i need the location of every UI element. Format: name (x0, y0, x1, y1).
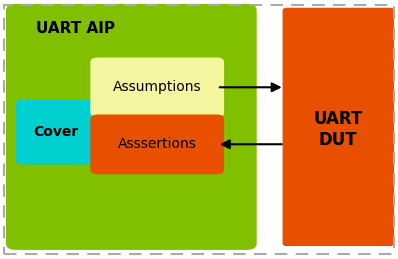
FancyBboxPatch shape (283, 8, 394, 246)
Text: Assumptions: Assumptions (113, 80, 201, 94)
Text: UART
DUT: UART DUT (314, 110, 363, 149)
Text: UART AIP: UART AIP (36, 21, 115, 36)
FancyBboxPatch shape (6, 4, 257, 250)
FancyBboxPatch shape (90, 114, 224, 174)
Text: Cover: Cover (33, 125, 78, 139)
FancyBboxPatch shape (90, 57, 224, 117)
FancyBboxPatch shape (16, 100, 96, 164)
Text: Asssertions: Asssertions (118, 137, 197, 151)
